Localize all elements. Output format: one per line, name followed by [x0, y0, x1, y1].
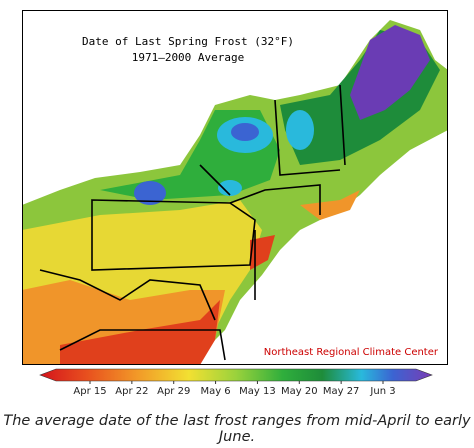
legend-label: Jun 3 [369, 386, 395, 397]
map-figure: Date of Last Spring Frost (32°F) 1971–20… [22, 10, 448, 397]
legend-label: May 6 [200, 386, 230, 397]
legend-label: May 20 [281, 386, 318, 397]
legend: Apr 15 Apr 22 Apr 29 May 6 May 13 May 20 May 2… [73, 381, 396, 397]
caption: The average date of the last frost range… [3, 413, 471, 445]
map-title: Date of Last Spring Frost (32°F) [82, 35, 294, 48]
legend-colorbar [39, 368, 433, 382]
legend-label: Apr 29 [157, 386, 190, 397]
map-credit: Northeast Regional Climate Center [264, 347, 439, 358]
map-subtitle: 1971–2000 Average [132, 51, 245, 64]
legend-label: Apr 22 [115, 386, 148, 397]
map [22, 10, 448, 365]
legend-label: May 27 [323, 386, 360, 397]
legend-label: Apr 15 [73, 386, 106, 397]
legend-label: May 13 [239, 386, 276, 397]
